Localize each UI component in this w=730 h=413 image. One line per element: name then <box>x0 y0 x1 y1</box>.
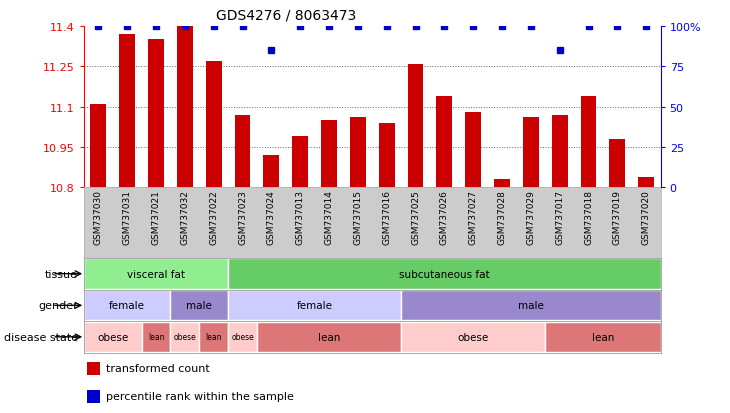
Text: obese: obese <box>174 332 196 342</box>
Bar <box>401 291 661 320</box>
Text: percentile rank within the sample: percentile rank within the sample <box>106 392 293 401</box>
Bar <box>142 322 171 352</box>
Bar <box>321 121 337 188</box>
Bar <box>206 62 222 188</box>
Bar <box>545 322 661 352</box>
Text: obese: obese <box>231 332 254 342</box>
Text: tissue: tissue <box>45 269 78 279</box>
Text: lean: lean <box>205 332 222 342</box>
Text: obese: obese <box>97 332 128 342</box>
Text: female: female <box>110 301 145 311</box>
Text: GSM737027: GSM737027 <box>469 190 477 245</box>
Text: GSM737026: GSM737026 <box>440 190 449 245</box>
Text: GSM737017: GSM737017 <box>556 190 564 245</box>
Bar <box>437 97 453 188</box>
Text: GSM737022: GSM737022 <box>210 190 218 244</box>
Text: GDS4276 / 8063473: GDS4276 / 8063473 <box>215 9 356 23</box>
Text: GSM737021: GSM737021 <box>152 190 161 245</box>
Text: lean: lean <box>592 332 614 342</box>
Text: lean: lean <box>318 332 340 342</box>
Text: subcutaneous fat: subcutaneous fat <box>399 269 490 279</box>
Bar <box>610 140 626 188</box>
Bar <box>638 177 654 188</box>
Text: transformed count: transformed count <box>106 363 210 373</box>
Bar <box>228 322 257 352</box>
Bar <box>580 97 596 188</box>
Bar <box>379 123 395 188</box>
Bar <box>407 64 423 188</box>
Text: GSM737018: GSM737018 <box>584 190 593 245</box>
Bar <box>257 322 402 352</box>
Text: disease state: disease state <box>4 332 78 342</box>
Bar <box>228 259 661 289</box>
Text: GSM737013: GSM737013 <box>296 190 304 245</box>
Bar <box>177 27 193 188</box>
Text: female: female <box>296 301 333 311</box>
Text: GSM737014: GSM737014 <box>325 190 334 245</box>
Bar <box>228 291 402 320</box>
Bar <box>401 322 545 352</box>
Bar <box>87 390 99 403</box>
Bar <box>170 322 199 352</box>
Text: GSM737019: GSM737019 <box>613 190 622 245</box>
Bar <box>148 40 164 188</box>
Text: GSM737023: GSM737023 <box>238 190 247 245</box>
Bar <box>170 291 228 320</box>
Text: GSM737028: GSM737028 <box>498 190 507 245</box>
Text: GSM737020: GSM737020 <box>642 190 650 245</box>
Text: GSM737015: GSM737015 <box>353 190 362 245</box>
Bar <box>264 156 280 188</box>
Text: visceral fat: visceral fat <box>127 269 185 279</box>
Bar <box>234 115 250 188</box>
Bar <box>84 291 170 320</box>
Bar <box>292 137 308 188</box>
Text: GSM737032: GSM737032 <box>180 190 189 245</box>
Bar <box>84 322 142 352</box>
Text: GSM737031: GSM737031 <box>123 190 131 245</box>
Text: male: male <box>186 301 212 311</box>
Bar <box>552 115 568 188</box>
Bar <box>350 118 366 188</box>
Text: GSM737024: GSM737024 <box>267 190 276 244</box>
Text: male: male <box>518 301 544 311</box>
Bar <box>87 362 99 375</box>
Text: lean: lean <box>147 332 164 342</box>
Text: GSM737029: GSM737029 <box>526 190 535 245</box>
Bar <box>84 259 228 289</box>
Text: gender: gender <box>39 301 78 311</box>
Bar <box>523 118 539 188</box>
Text: obese: obese <box>458 332 489 342</box>
Bar <box>91 105 107 188</box>
Text: GSM737025: GSM737025 <box>411 190 420 245</box>
Bar <box>119 35 135 188</box>
Text: GSM737030: GSM737030 <box>94 190 103 245</box>
Bar <box>465 113 481 188</box>
Bar <box>199 322 228 352</box>
Text: GSM737016: GSM737016 <box>383 190 391 245</box>
Bar <box>494 180 510 188</box>
